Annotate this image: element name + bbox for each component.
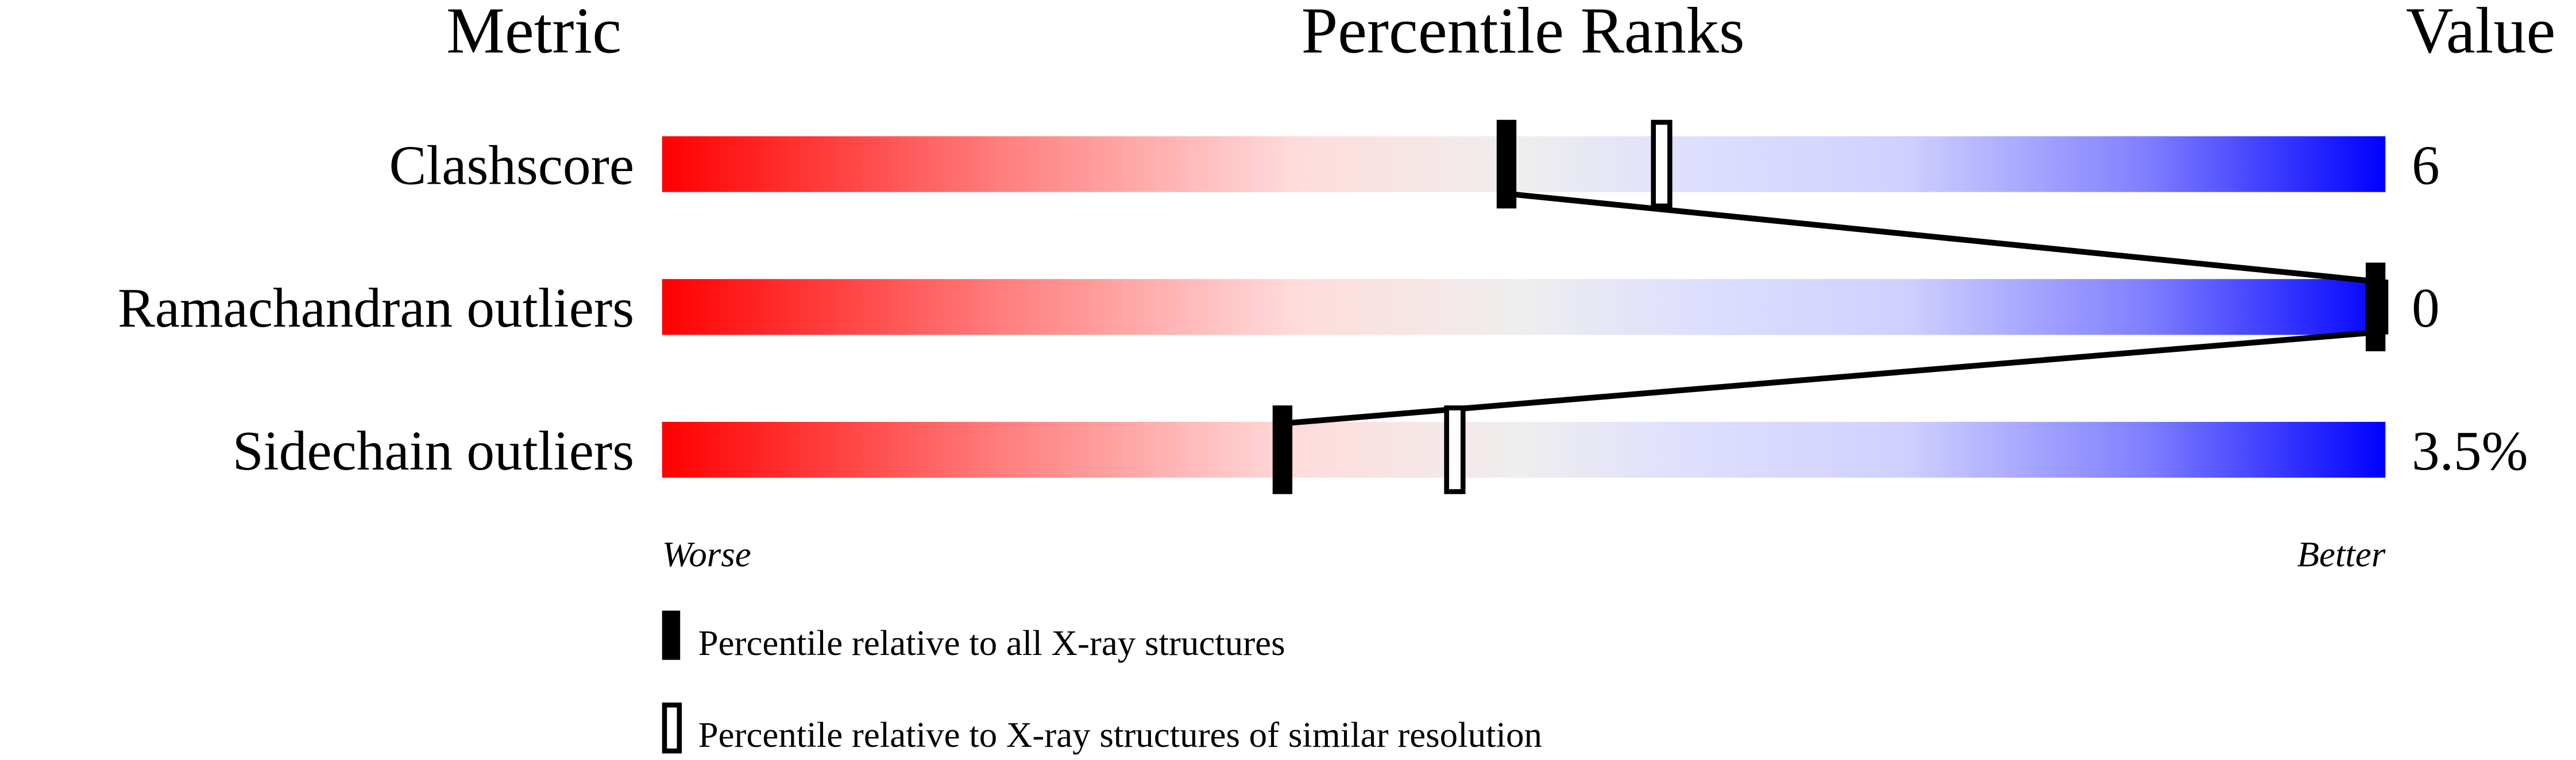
legend-label-similar: Percentile relative to X-ray structures … [698,715,1542,755]
metric-value: 3.5% [2412,420,2528,482]
metric-label: Sidechain outliers [233,420,634,482]
legend-filled-marker [662,610,681,660]
similar-resolution-marker [1651,119,1673,209]
axis-label-worse: Worse [662,534,751,575]
percentile-bar [662,421,2386,478]
legend-label-all: Percentile relative to all X-ray structu… [698,623,1285,663]
header-metric: Metric [446,0,621,67]
all-structures-marker [1496,119,1517,209]
header-value: Value [2406,0,2555,67]
all-structures-marker [1272,405,1293,494]
similar-resolution-marker [1444,405,1466,494]
header-percentile-ranks: Percentile Ranks [1301,0,1745,67]
percentile-bar [662,136,2386,192]
all-structures-marker [2365,262,2386,351]
percentile-bar [662,279,2386,335]
axis-label-better: Better [2297,534,2385,575]
metric-value: 0 [2412,277,2440,339]
metric-label: Ramachandran outliers [118,277,634,339]
legend-open-marker [662,702,682,754]
metric-label: Clashscore [389,134,634,196]
metric-value: 6 [2412,134,2440,196]
